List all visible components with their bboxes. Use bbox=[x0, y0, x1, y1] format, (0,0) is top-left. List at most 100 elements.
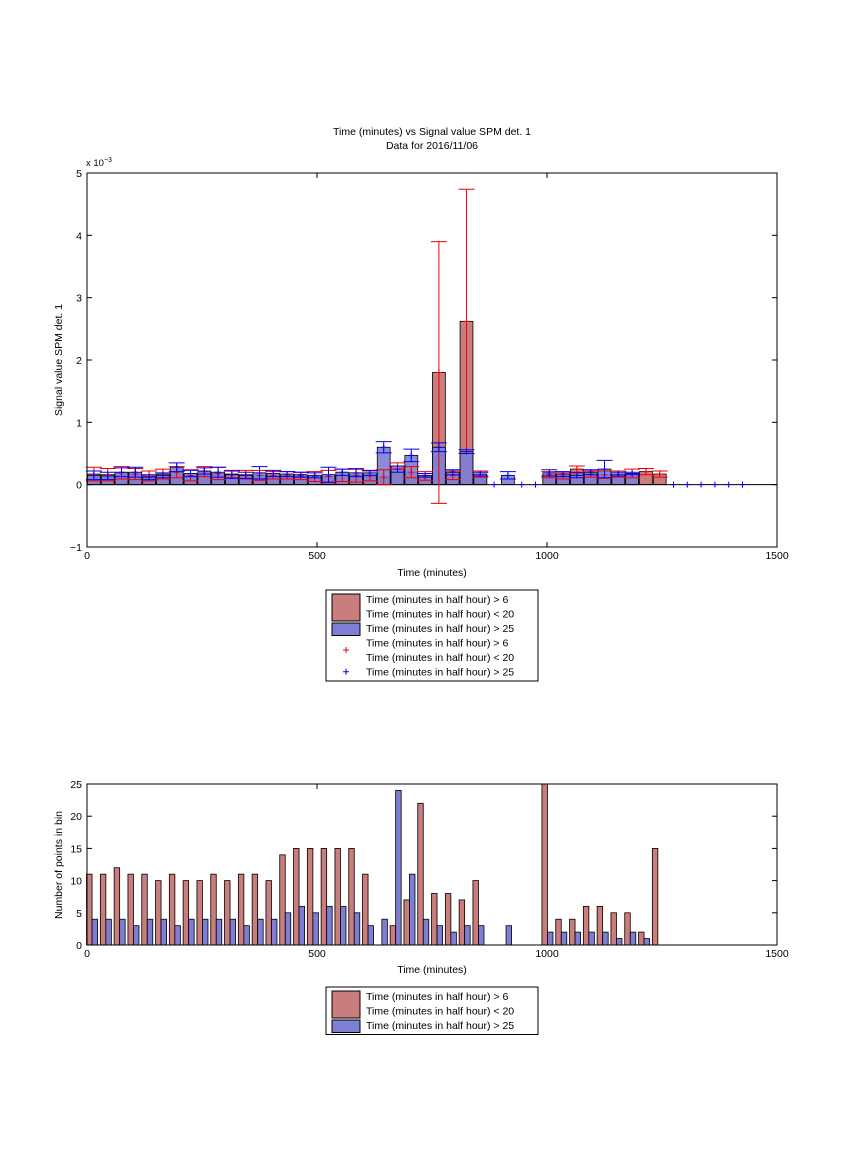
count-bar-g1 bbox=[348, 848, 355, 946]
legend-box bbox=[325, 589, 539, 682]
plot-background bbox=[87, 173, 777, 547]
mean-marker-g1 bbox=[435, 369, 442, 376]
count-bar-g2 bbox=[422, 918, 430, 946]
empty-bin-marker bbox=[739, 481, 746, 488]
count-bar-g2 bbox=[547, 931, 554, 946]
mean-marker-g2 bbox=[284, 471, 291, 478]
count-bar-g2 bbox=[105, 918, 112, 946]
empty-bin-marker bbox=[532, 481, 539, 488]
x-tick-label: 500 bbox=[308, 948, 326, 960]
mean-marker-g2 bbox=[311, 472, 318, 479]
mean-marker-g2 bbox=[159, 472, 166, 479]
legend-entry-text: Time (minutes in half hour) > 25 bbox=[366, 667, 514, 679]
x-tick-label: 500 bbox=[308, 550, 326, 562]
count-bar-g2 bbox=[505, 925, 512, 946]
count-bar-g1 bbox=[127, 873, 134, 946]
y-exponent-label: x 10−3 bbox=[86, 157, 112, 169]
mean-marker-g2 bbox=[187, 470, 194, 477]
mean-marker-g2 bbox=[256, 469, 263, 476]
legend: Time (minutes in half hour) > 6 Time (min… bbox=[325, 986, 539, 1035]
legend: Time (minutes in half hour) > 6 Time (min… bbox=[325, 589, 539, 682]
mean-marker-g1 bbox=[408, 469, 415, 476]
legend-entry-text: Time (minutes in half hour) < 20 bbox=[366, 609, 514, 621]
mean-marker-g2 bbox=[118, 469, 125, 476]
count-bar-g1 bbox=[210, 873, 217, 946]
count-bar-g1 bbox=[472, 880, 479, 946]
mean-marker-g2 bbox=[560, 471, 567, 478]
y-tick-label: 0 bbox=[76, 940, 82, 952]
y-tick-label: 4 bbox=[76, 230, 82, 242]
mean-marker-g2 bbox=[573, 472, 580, 479]
x-axis-label: Time (minutes) bbox=[397, 964, 467, 976]
count-bar-g2 bbox=[243, 925, 250, 946]
count-bar-g1 bbox=[224, 880, 231, 946]
y-axis-label: Signal value SPM det. 1 bbox=[53, 304, 65, 416]
mean-marker-g2 bbox=[615, 471, 622, 478]
count-bar-g2 bbox=[409, 873, 416, 946]
count-bar-g1 bbox=[638, 931, 645, 946]
empty-bin-marker bbox=[491, 481, 498, 488]
mean-marker-g2 bbox=[90, 472, 97, 479]
x-tick-label: 1500 bbox=[765, 948, 789, 960]
count-bar-g2 bbox=[202, 918, 209, 946]
count-bar-g2 bbox=[395, 790, 402, 946]
count-bar-g2 bbox=[560, 931, 568, 946]
mean-marker-g2 bbox=[353, 469, 360, 476]
empty-bin-marker bbox=[518, 481, 525, 488]
legend-entry-text: Time (minutes in half hour) > 6 bbox=[366, 991, 508, 1003]
plot-area: 0 500 1000 1500 0 5 10 15 20 25 bbox=[70, 779, 789, 960]
count-bar-g1 bbox=[389, 925, 397, 946]
count-bar-g2 bbox=[119, 918, 126, 946]
legend-marker-g2 bbox=[343, 668, 349, 675]
mean-marker-g2 bbox=[394, 466, 401, 473]
mean-marker-g2 bbox=[546, 469, 553, 476]
legend-entry-text: Time (minutes in half hour) < 20 bbox=[366, 652, 514, 664]
count-bar-g2 bbox=[602, 931, 609, 946]
legend-entry-text: Time (minutes in half hour) > 25 bbox=[366, 1020, 514, 1032]
x-tick-label: 0 bbox=[84, 948, 90, 960]
count-bar-g1 bbox=[99, 873, 107, 946]
legend-entry-text: Time (minutes in half hour) < 20 bbox=[366, 1006, 514, 1018]
mean-marker-g2 bbox=[408, 452, 415, 459]
count-bar-g1 bbox=[541, 783, 548, 946]
mean-marker-g2 bbox=[601, 466, 608, 473]
x-tick-label: 1000 bbox=[535, 550, 559, 562]
count-bar-g1 bbox=[555, 918, 562, 946]
y-tick-label: 5 bbox=[76, 908, 82, 920]
mean-marker-g2 bbox=[339, 469, 346, 476]
count-bar-g1 bbox=[251, 873, 259, 946]
mean-marker-g2 bbox=[242, 472, 249, 479]
mean-marker-g2 bbox=[629, 470, 636, 477]
legend-swatch-g1 bbox=[331, 990, 361, 1019]
chart-title-line2: Data for 2016/11/06 bbox=[386, 140, 478, 152]
count-bar-g2 bbox=[616, 938, 623, 946]
count-bar-g2 bbox=[174, 925, 181, 946]
mean-marker-g2 bbox=[132, 469, 139, 476]
count-bar-g1 bbox=[362, 873, 369, 946]
y-tick-label: 3 bbox=[76, 293, 82, 305]
count-bar-g2 bbox=[574, 931, 581, 946]
mean-marker-g2 bbox=[587, 469, 594, 476]
count-bar-g2 bbox=[257, 918, 264, 946]
y-tick-label: 15 bbox=[70, 843, 82, 855]
mean-marker-g1 bbox=[656, 471, 663, 478]
count-bar-g1 bbox=[431, 893, 438, 946]
count-bar-g2 bbox=[229, 918, 236, 946]
mean-marker-g2 bbox=[173, 464, 180, 471]
count-bar-g2 bbox=[312, 912, 319, 946]
count-bar-g2 bbox=[588, 931, 595, 946]
count-bar-g1 bbox=[279, 854, 286, 946]
empty-bin-marker bbox=[684, 481, 691, 488]
signal-chart: Time (minutes) vs Signal value SPM det. … bbox=[53, 126, 789, 682]
count-bar-g1 bbox=[320, 848, 328, 946]
y-tick-label: 25 bbox=[70, 779, 82, 791]
y-tick-label: 0 bbox=[76, 480, 82, 492]
y-tick-label: 20 bbox=[70, 811, 82, 823]
count-bar-g1 bbox=[624, 912, 631, 946]
y-tick-label: 1 bbox=[76, 417, 82, 429]
count-bar-g1 bbox=[265, 880, 272, 946]
count-bar-g1 bbox=[237, 873, 245, 946]
y-axis-label: Number of points in bin bbox=[53, 811, 65, 919]
legend-marker-g1 bbox=[343, 647, 349, 653]
mean-marker-g2 bbox=[215, 469, 222, 476]
